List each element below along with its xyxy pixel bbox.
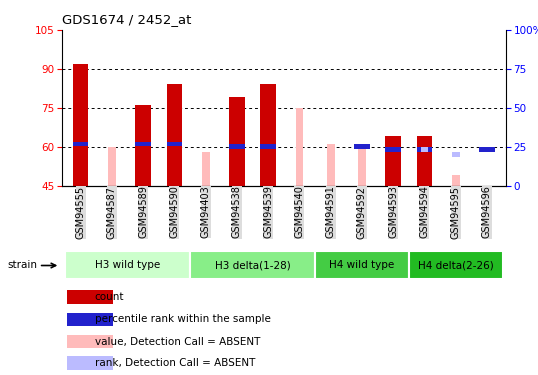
Text: GSM94593: GSM94593 bbox=[388, 186, 398, 238]
Text: percentile rank within the sample: percentile rank within the sample bbox=[95, 314, 271, 324]
Bar bbox=[354, 144, 370, 149]
Text: H4 delta(2-26): H4 delta(2-26) bbox=[418, 260, 493, 270]
Text: count: count bbox=[95, 292, 124, 302]
Text: H3 wild type: H3 wild type bbox=[95, 260, 160, 270]
Text: GSM94587: GSM94587 bbox=[107, 186, 117, 238]
Text: rank, Detection Call = ABSENT: rank, Detection Call = ABSENT bbox=[95, 358, 255, 368]
Text: GSM94540: GSM94540 bbox=[294, 186, 305, 238]
Text: GSM94591: GSM94591 bbox=[325, 186, 336, 238]
Bar bbox=[67, 313, 114, 326]
Bar bbox=[416, 147, 432, 152]
Bar bbox=[229, 98, 245, 186]
Text: H3 delta(1-28): H3 delta(1-28) bbox=[215, 260, 291, 270]
Bar bbox=[421, 147, 428, 152]
Bar bbox=[73, 142, 88, 147]
Bar bbox=[229, 144, 245, 149]
Bar bbox=[315, 251, 409, 279]
Text: GSM94539: GSM94539 bbox=[263, 186, 273, 238]
Bar bbox=[452, 152, 459, 157]
Bar bbox=[65, 251, 190, 279]
Text: GSM94555: GSM94555 bbox=[76, 186, 86, 239]
Bar bbox=[260, 84, 276, 186]
Text: strain: strain bbox=[7, 261, 37, 270]
Text: GSM94590: GSM94590 bbox=[169, 186, 179, 238]
Bar bbox=[136, 105, 151, 186]
Bar bbox=[167, 84, 182, 186]
Bar bbox=[260, 144, 276, 149]
Bar bbox=[479, 147, 495, 152]
Text: GSM94403: GSM94403 bbox=[201, 186, 211, 238]
Text: GSM94592: GSM94592 bbox=[357, 186, 367, 238]
Text: H4 wild type: H4 wild type bbox=[329, 260, 394, 270]
Text: GSM94596: GSM94596 bbox=[482, 186, 492, 238]
Text: GDS1674 / 2452_at: GDS1674 / 2452_at bbox=[62, 13, 191, 26]
Bar bbox=[202, 152, 210, 186]
Bar bbox=[452, 175, 459, 186]
Bar bbox=[108, 147, 116, 186]
Bar bbox=[416, 136, 432, 186]
Text: GSM94594: GSM94594 bbox=[420, 186, 429, 238]
Text: GSM94589: GSM94589 bbox=[138, 186, 148, 238]
Bar bbox=[190, 251, 315, 279]
Bar bbox=[295, 108, 303, 186]
Text: GSM94595: GSM94595 bbox=[451, 186, 461, 238]
Bar bbox=[136, 142, 151, 147]
Bar bbox=[67, 356, 114, 370]
Bar bbox=[385, 147, 401, 152]
Bar bbox=[327, 144, 335, 186]
Bar bbox=[385, 136, 401, 186]
Bar bbox=[167, 142, 182, 147]
Bar bbox=[409, 251, 502, 279]
Bar bbox=[67, 335, 114, 348]
Text: value, Detection Call = ABSENT: value, Detection Call = ABSENT bbox=[95, 336, 260, 346]
Text: GSM94538: GSM94538 bbox=[232, 186, 242, 238]
Bar bbox=[67, 290, 114, 304]
Bar bbox=[358, 147, 366, 186]
Bar bbox=[73, 64, 88, 186]
